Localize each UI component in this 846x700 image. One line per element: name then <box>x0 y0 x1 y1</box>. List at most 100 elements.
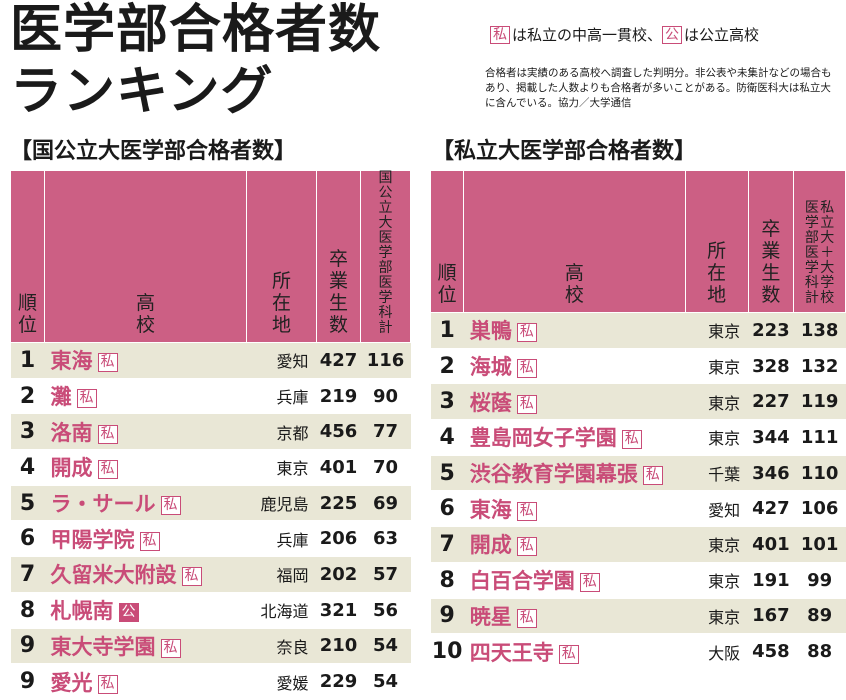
total-cell: 56 <box>360 592 411 629</box>
private-badge-legend: 私 <box>490 26 510 44</box>
school-cell: ラ・サール私 <box>44 485 247 522</box>
school-name: 甲陽学院 <box>50 527 135 552</box>
column-header-total: 国公立大医学部医学科計 <box>360 170 411 343</box>
total-cell: 111 <box>793 419 846 456</box>
table-row: 9 愛光私愛媛 229 54 <box>10 663 411 700</box>
school-cell: 海城私 <box>463 348 686 385</box>
school-name: 札幌南 <box>50 599 114 624</box>
column-header-rank: 順位 <box>10 170 45 343</box>
total-cell: 116 <box>360 342 411 379</box>
table-row: 2 海城私東京 328 132 <box>430 348 846 385</box>
school-cell: 東大寺学園私 <box>44 628 247 665</box>
school-cell: 久留米大附設私 <box>44 556 247 593</box>
graduates-cell: 202 <box>316 556 361 593</box>
graduates-cell: 346 <box>748 455 794 492</box>
total-cell: 54 <box>360 628 411 665</box>
footnote: 合格者は実績のある高校へ調査した判明分。非公表や未集計などの場合もあり、掲載した… <box>485 67 832 109</box>
total-cell: 89 <box>793 598 846 635</box>
total-cell: 106 <box>793 490 846 528</box>
total-cell: 69 <box>360 485 411 522</box>
rank-cell: 2 <box>10 378 45 415</box>
rank-cell: 4 <box>10 449 45 486</box>
table-row: 5 渋谷教育学園幕張私千葉 346 110 <box>430 455 846 492</box>
total-cell: 101 <box>793 526 846 563</box>
school-type-badge: 公 <box>118 603 139 623</box>
school-type-badge: 私 <box>642 466 663 486</box>
rank-cell: 5 <box>10 485 45 522</box>
school-cell: 豊島岡女子学園私 <box>463 419 686 456</box>
graduates-cell: 167 <box>748 598 794 635</box>
location-cell: 北海道 <box>246 592 317 629</box>
school-type-badge: 私 <box>579 573 600 593</box>
rank-cell: 2 <box>430 348 464 385</box>
total-cell: 88 <box>793 633 846 670</box>
school-name: 東海 <box>50 349 93 374</box>
school-cell: 灘私 <box>44 378 247 415</box>
total-cell: 132 <box>793 348 846 385</box>
column-header-graduates: 卒業生数 <box>747 170 795 313</box>
school-cell: 甲陽学院私 <box>44 520 247 558</box>
total-cell: 90 <box>360 378 411 415</box>
school-type-badge: 私 <box>139 531 160 551</box>
school-cell: 札幌南公 <box>44 592 247 629</box>
table-row: 4 開成私東京 401 70 <box>10 449 411 486</box>
school-cell: 桜蔭私 <box>463 383 686 421</box>
location-cell: 奈良 <box>246 628 317 665</box>
column-header-school: 高校 <box>44 170 247 343</box>
graduates-cell: 401 <box>748 526 794 563</box>
location-cell: 東京 <box>685 312 749 349</box>
column-header-location: 所在地 <box>246 170 317 343</box>
school-type-badge: 私 <box>516 608 537 628</box>
table-row: 9 暁星私東京 167 89 <box>430 598 846 635</box>
location-cell: 東京 <box>685 383 749 421</box>
table-header-row: 順位 高校 所在地 卒業生数 医学部医学科計私立大＋大学校 <box>429 170 846 313</box>
private-section-title: 【私立大医学部合格者数】 <box>432 139 697 164</box>
location-cell: 兵庫 <box>246 378 317 415</box>
school-name: 洛南 <box>50 420 93 445</box>
school-type-badge: 私 <box>97 424 118 444</box>
table-row: 3 桜蔭私東京 227 119 <box>430 383 846 421</box>
public-legend-text: は公立高校 <box>684 26 760 44</box>
rank-cell: 6 <box>430 490 464 528</box>
rank-cell: 1 <box>10 342 45 379</box>
rank-cell: 1 <box>430 312 464 349</box>
school-cell: 巣鴨私 <box>463 312 686 349</box>
location-cell: 福岡 <box>246 556 317 593</box>
table-row: 4 豊島岡女子学園私東京 344 111 <box>430 419 846 456</box>
graduates-cell: 219 <box>316 378 361 415</box>
total-cell: 63 <box>360 520 411 558</box>
school-cell: 愛光私 <box>44 663 247 700</box>
location-cell: 大阪 <box>685 633 749 670</box>
graduates-cell: 401 <box>316 449 361 486</box>
school-type-badge: 私 <box>558 644 579 664</box>
rank-cell: 8 <box>10 592 45 629</box>
graduates-cell: 225 <box>316 485 361 522</box>
school-type-badge: 私 <box>516 394 537 414</box>
location-cell: 東京 <box>685 598 749 635</box>
total-cell: 99 <box>793 562 846 599</box>
location-cell: 東京 <box>685 562 749 599</box>
school-type-badge: 私 <box>516 323 537 343</box>
location-cell: 千葉 <box>685 455 749 492</box>
school-type-badge: 私 <box>516 359 537 379</box>
graduates-cell: 210 <box>316 628 361 665</box>
school-type-badge: 私 <box>181 567 202 587</box>
graduates-cell: 328 <box>748 348 794 385</box>
school-name: 開成 <box>469 533 512 558</box>
table-row: 6 甲陽学院私兵庫 206 63 <box>10 520 411 558</box>
school-cell: 四天王寺私 <box>463 633 686 670</box>
school-type-badge: 私 <box>97 674 118 694</box>
total-cell: 138 <box>793 312 846 349</box>
school-cell: 開成私 <box>463 526 686 563</box>
school-cell: 白百合学園私 <box>463 562 686 599</box>
rank-cell: 5 <box>430 455 464 492</box>
table-row: 3 洛南私京都 456 77 <box>10 413 411 451</box>
column-header-rank: 順位 <box>429 170 465 313</box>
school-name: 灘 <box>50 385 72 410</box>
school-cell: 東海私 <box>44 342 247 379</box>
graduates-cell: 427 <box>748 490 794 528</box>
table-row: 7 久留米大附設私福岡 202 57 <box>10 556 411 593</box>
private-ranking-table: 順位 高校 所在地 卒業生数 医学部医学科計私立大＋大学校 1 巣鴨私東京 223 1… <box>429 170 846 670</box>
school-cell: 東海私 <box>463 490 686 528</box>
total-cell: 57 <box>360 556 411 593</box>
